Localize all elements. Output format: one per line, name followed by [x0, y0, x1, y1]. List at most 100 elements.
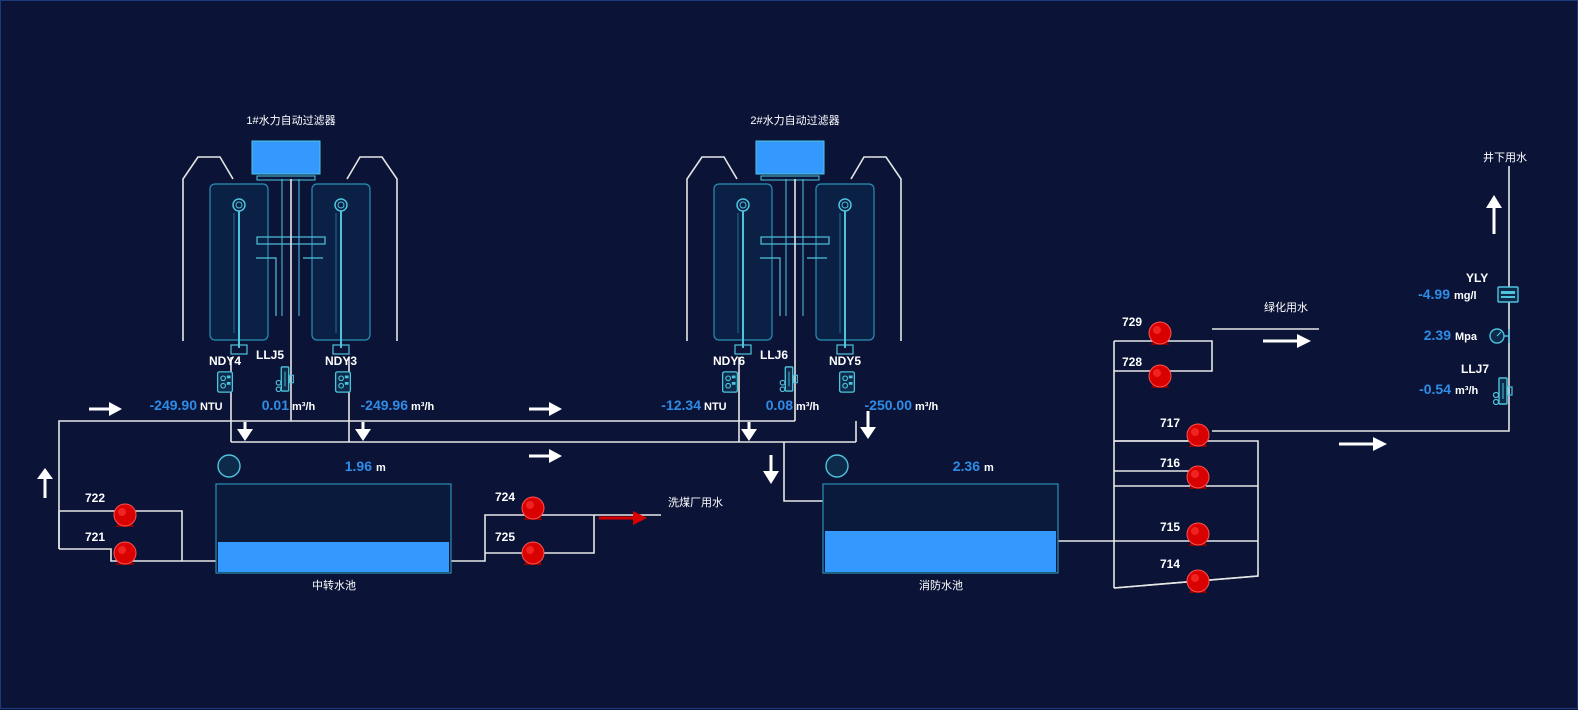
turbidity-meter-icon: [334, 371, 352, 393]
filter-1-vessel-left: [209, 183, 269, 355]
pump-722[interactable]: 722: [85, 491, 137, 528]
arrow-down-icon: [237, 422, 253, 441]
turbidity-meter-icon: [216, 371, 234, 393]
tank-transfer[interactable]: 1.96 m 中转水池: [215, 454, 452, 592]
pump-716[interactable]: 716: [1160, 456, 1210, 490]
flow-arrows: [37, 195, 1502, 525]
pump-722-label: 722: [85, 491, 105, 505]
pump-728-label: 728: [1122, 355, 1142, 369]
transfer-tank-name: 中转水池: [312, 578, 356, 592]
instrument-ndy4[interactable]: NDY4 -249.90 NTU: [150, 354, 242, 413]
yly-label: YLY: [1466, 271, 1488, 285]
filter-2-vessel-left: [713, 183, 773, 355]
pump-729-label: 729: [1122, 315, 1142, 329]
pump-721[interactable]: 721: [85, 530, 137, 566]
instrument-llj6[interactable]: LLJ6 0.08 m³/h: [760, 348, 820, 413]
ndy3-label: NDY3: [325, 354, 357, 368]
arrow-down-icon: [763, 455, 779, 484]
transfer-tank-level: 1.96: [345, 458, 372, 474]
ndy3-unit: m³/h: [411, 401, 435, 413]
pump-728[interactable]: 728: [1122, 355, 1172, 389]
arrow-right-icon: [89, 402, 122, 416]
greening-water-label: 绿化用水: [1264, 300, 1308, 314]
pump-724[interactable]: 724: [495, 490, 545, 521]
pump-icon: [521, 541, 545, 566]
instrument-ndy6[interactable]: NDY6 -12.34 NTU: [661, 354, 745, 413]
tank-fire[interactable]: 2.36 m 消防水池: [822, 454, 1059, 592]
ndy6-value: -12.34: [661, 397, 701, 413]
pump-icon: [521, 496, 545, 521]
red-arrow-right-icon: [599, 511, 647, 525]
level-sensor-icon: [825, 454, 849, 478]
pipe-network: [58, 166, 1510, 589]
arrow-right-icon: [1263, 334, 1311, 348]
arrow-down-icon: [741, 422, 757, 441]
arrow-up-icon: [37, 468, 53, 498]
fire-tank-unit: m: [984, 462, 994, 474]
ndy4-label: NDY4: [209, 354, 241, 368]
pump-icon: [1186, 423, 1210, 448]
pump-icon: [1186, 569, 1210, 594]
turbidity-meter-icon: [838, 371, 856, 393]
transfer-tank-water: [218, 542, 449, 572]
pressure-unit: Mpa: [1455, 331, 1478, 343]
arrow-down-icon: [860, 411, 876, 439]
wash-plant-water-label: 洗煤厂用水: [668, 496, 723, 509]
pump-716-label: 716: [1160, 456, 1180, 470]
pump-icon: [113, 541, 137, 566]
filter-2-vessel-right: [815, 183, 875, 355]
pump-icon: [1186, 465, 1210, 490]
filter-2: 2#水力自动过滤器: [686, 114, 902, 421]
pump-715[interactable]: 715: [1160, 520, 1210, 547]
instrument-yly[interactable]: YLY -4.99 mg/l: [1418, 271, 1519, 303]
pump-icon: [113, 503, 137, 528]
arrow-right-icon: [529, 449, 562, 463]
pump-icon: [1148, 364, 1172, 389]
pump-721-label: 721: [85, 530, 105, 544]
llj6-label: LLJ6: [760, 348, 788, 362]
llj5-value: 0.01: [262, 397, 289, 413]
fire-tank-water: [825, 531, 1056, 572]
ndy6-unit: NTU: [704, 401, 727, 413]
instrument-pressure[interactable]: 2.39 Mpa: [1424, 327, 1510, 344]
filter-2-title: 2#水力自动过滤器: [750, 114, 839, 127]
yly-value: -4.99: [1418, 286, 1450, 302]
pressure-gauge-icon: [1489, 328, 1510, 344]
ndy5-unit: m³/h: [915, 401, 939, 413]
pump-717[interactable]: 717: [1160, 416, 1210, 448]
filter-1: 1#水力自动过滤器: [182, 114, 398, 421]
underground-water-label: 井下用水: [1483, 150, 1527, 164]
instrument-llj5[interactable]: LLJ5 0.01 m³/h: [256, 348, 316, 413]
transfer-tank-unit: m: [376, 462, 386, 474]
instrument-ndy3[interactable]: NDY3 -249.96 m³/h: [325, 354, 435, 413]
pump-715-label: 715: [1160, 520, 1180, 534]
pump-724-label: 724: [495, 490, 515, 504]
instrument-llj7[interactable]: LLJ7 -0.54 m³/h: [1419, 362, 1513, 405]
fire-tank-level: 2.36: [953, 458, 980, 474]
yly-unit: mg/l: [1454, 290, 1477, 302]
ndy5-value: -250.00: [865, 397, 913, 413]
pump-714-label: 714: [1160, 557, 1180, 571]
pump-725-label: 725: [495, 530, 515, 544]
llj7-value: -0.54: [1419, 381, 1451, 397]
instrument-ndy5[interactable]: NDY5 -250.00 m³/h: [829, 354, 939, 413]
ndy5-label: NDY5: [829, 354, 861, 368]
ndy4-unit: NTU: [200, 401, 223, 413]
llj6-value: 0.08: [766, 397, 793, 413]
arrow-right-icon: [529, 402, 562, 416]
filter-1-controller: [251, 140, 321, 175]
arrow-right-icon: [1339, 437, 1387, 451]
pump-icon: [1186, 522, 1210, 547]
ndy6-label: NDY6: [713, 354, 745, 368]
filter-1-title: 1#水力自动过滤器: [246, 114, 335, 127]
pump-725[interactable]: 725: [495, 530, 545, 566]
llj7-unit: m³/h: [1455, 385, 1479, 397]
filter-2-controller: [755, 140, 825, 175]
chlorine-meter-icon: [1497, 286, 1519, 303]
pump-714[interactable]: 714: [1160, 557, 1210, 594]
ndy3-value: -249.96: [361, 397, 409, 413]
pump-729[interactable]: 729: [1122, 315, 1172, 346]
llj7-label: LLJ7: [1461, 362, 1489, 376]
arrow-up-icon: [1486, 195, 1502, 234]
